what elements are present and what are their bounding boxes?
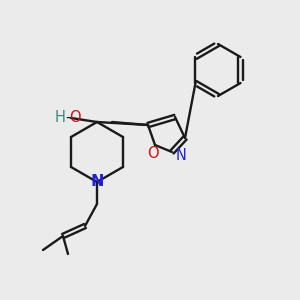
Text: N: N (176, 148, 186, 163)
Text: O: O (69, 110, 81, 124)
Text: O: O (147, 146, 159, 160)
Text: -: - (65, 110, 71, 124)
Text: H: H (55, 110, 65, 124)
Text: N: N (90, 173, 104, 188)
